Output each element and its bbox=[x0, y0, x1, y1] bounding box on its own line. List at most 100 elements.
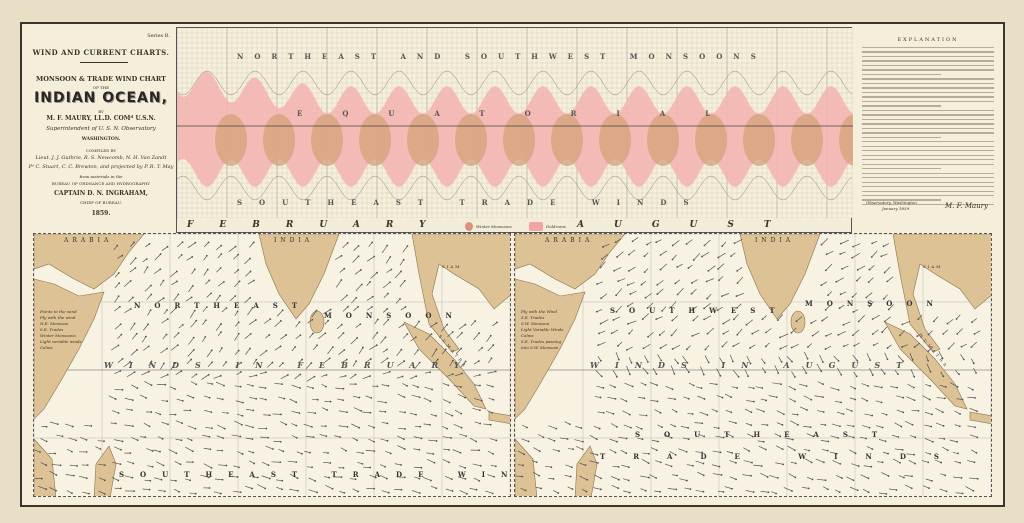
wind-arrow bbox=[643, 344, 651, 349]
wind-arrow-tail bbox=[221, 398, 224, 401]
wind-arrow bbox=[779, 333, 789, 338]
wind-arrow bbox=[383, 293, 389, 299]
wind-arrow bbox=[287, 460, 297, 463]
wind-arrow-tail bbox=[85, 439, 88, 441]
wind-arrow bbox=[248, 375, 257, 378]
label-monsoon: MONSOON bbox=[805, 299, 947, 308]
wind-arrow-tail bbox=[811, 334, 814, 337]
wind-arrow-tail bbox=[557, 492, 560, 494]
wind-arrow-tail bbox=[357, 490, 360, 493]
wind-arrow bbox=[909, 353, 914, 361]
wind-arrow-tail bbox=[117, 344, 120, 347]
text-line bbox=[862, 159, 994, 161]
wind-arrow-tail bbox=[974, 426, 976, 429]
wind-arrow-tail bbox=[705, 280, 708, 283]
wind-arrow bbox=[261, 461, 269, 466]
wind-arrow-tail bbox=[685, 450, 688, 453]
wind-arrow-tail bbox=[464, 477, 467, 480]
wind-arrow-tail bbox=[958, 373, 960, 376]
wind-arrow-tail bbox=[268, 334, 271, 336]
wind-arrow-tail bbox=[671, 319, 674, 322]
wind-arrow-tail bbox=[211, 361, 213, 364]
wind-arrow-tail bbox=[975, 451, 978, 454]
wind-arrow-tail bbox=[810, 398, 813, 401]
wind-arrow-tail bbox=[914, 462, 916, 465]
wind-arrow bbox=[143, 266, 148, 274]
wind-arrow-tail bbox=[204, 336, 207, 338]
wind-arrow-tail bbox=[177, 293, 180, 296]
wind-arrow-tail bbox=[661, 310, 664, 312]
wind-arrow-tail bbox=[646, 243, 649, 246]
wind-arrow-tail bbox=[478, 374, 481, 376]
wind-arrow-tail bbox=[616, 425, 618, 428]
wind-arrow bbox=[161, 400, 168, 402]
wind-arrow bbox=[596, 281, 603, 285]
wind-arrow bbox=[841, 265, 849, 270]
wind-arrow bbox=[733, 342, 740, 347]
wind-arrow bbox=[228, 246, 236, 252]
wind-arrow-tail bbox=[120, 333, 123, 336]
wind-arrow-tail bbox=[731, 360, 734, 363]
wind-arrow bbox=[836, 277, 844, 283]
wind-arrow-tail bbox=[180, 253, 183, 256]
wind-arrow bbox=[187, 242, 196, 249]
wind-arrow bbox=[453, 385, 461, 388]
wind-arrow bbox=[352, 488, 359, 492]
wind-arrow bbox=[206, 293, 212, 298]
wind-arrow-tail bbox=[900, 425, 903, 428]
wind-arrow-tail bbox=[474, 320, 477, 322]
wind-arrow bbox=[799, 383, 807, 387]
wind-arrow bbox=[234, 420, 243, 426]
wind-arrow bbox=[123, 361, 131, 368]
wind-arrow-tail bbox=[237, 332, 240, 335]
wind-arrow-tail bbox=[731, 487, 733, 490]
wind-arrow-tail bbox=[177, 332, 180, 334]
wind-arrow-tail bbox=[901, 448, 904, 451]
text-line bbox=[862, 118, 994, 121]
wind-arrow bbox=[130, 349, 138, 356]
wind-arrow-tail bbox=[839, 242, 842, 245]
wind-arrow-tail bbox=[947, 347, 950, 350]
wind-arrow bbox=[442, 383, 449, 386]
wind-arrow-tail bbox=[805, 372, 808, 374]
wind-arrow bbox=[940, 371, 944, 377]
wind-arrow bbox=[872, 329, 879, 335]
wind-arrow-tail bbox=[600, 477, 602, 480]
wind-arrow-tail bbox=[718, 279, 720, 282]
wind-arrow bbox=[704, 239, 711, 246]
wind-arrow bbox=[337, 332, 344, 339]
wind-arrow-tail bbox=[282, 362, 284, 364]
wind-arrow bbox=[616, 305, 622, 313]
wind-arrow-tail bbox=[345, 358, 348, 361]
wind-arrow bbox=[186, 359, 192, 365]
wind-arrow bbox=[819, 354, 824, 363]
wind-arrow bbox=[449, 360, 454, 367]
wind-arrow-tail bbox=[61, 435, 64, 438]
wind-arrow bbox=[736, 328, 743, 335]
wind-arrow-tail bbox=[690, 282, 693, 284]
wind-arrow bbox=[593, 487, 601, 490]
wind-arrow-tail bbox=[779, 435, 782, 438]
wind-arrow-tail bbox=[736, 282, 739, 284]
wind-arrow-tail bbox=[522, 464, 524, 467]
wind-arrow-tail bbox=[840, 401, 842, 404]
wind-arrow-tail bbox=[389, 256, 392, 258]
wind-arrow-tail bbox=[148, 488, 151, 491]
wind-arrow-tail bbox=[962, 358, 965, 361]
wind-arrow bbox=[334, 255, 342, 260]
wind-arrow bbox=[601, 253, 609, 260]
wind-arrow-tail bbox=[838, 307, 841, 310]
wind-arrow-tail bbox=[176, 344, 179, 347]
wind-arrow-tail bbox=[930, 425, 933, 428]
wind-arrow bbox=[252, 359, 257, 365]
wind-arrow-tail bbox=[671, 388, 674, 391]
wind-arrow bbox=[186, 394, 194, 399]
wind-arrow-tail bbox=[776, 477, 779, 479]
wind-arrow-tail bbox=[538, 450, 541, 453]
wind-arrow bbox=[716, 368, 721, 376]
wind-arrow-tail bbox=[659, 347, 662, 349]
wind-arrow-tail bbox=[133, 241, 135, 244]
wind-arrow-tail bbox=[730, 396, 733, 399]
wind-arrow-tail bbox=[121, 254, 124, 257]
wind-arrow bbox=[369, 344, 377, 350]
